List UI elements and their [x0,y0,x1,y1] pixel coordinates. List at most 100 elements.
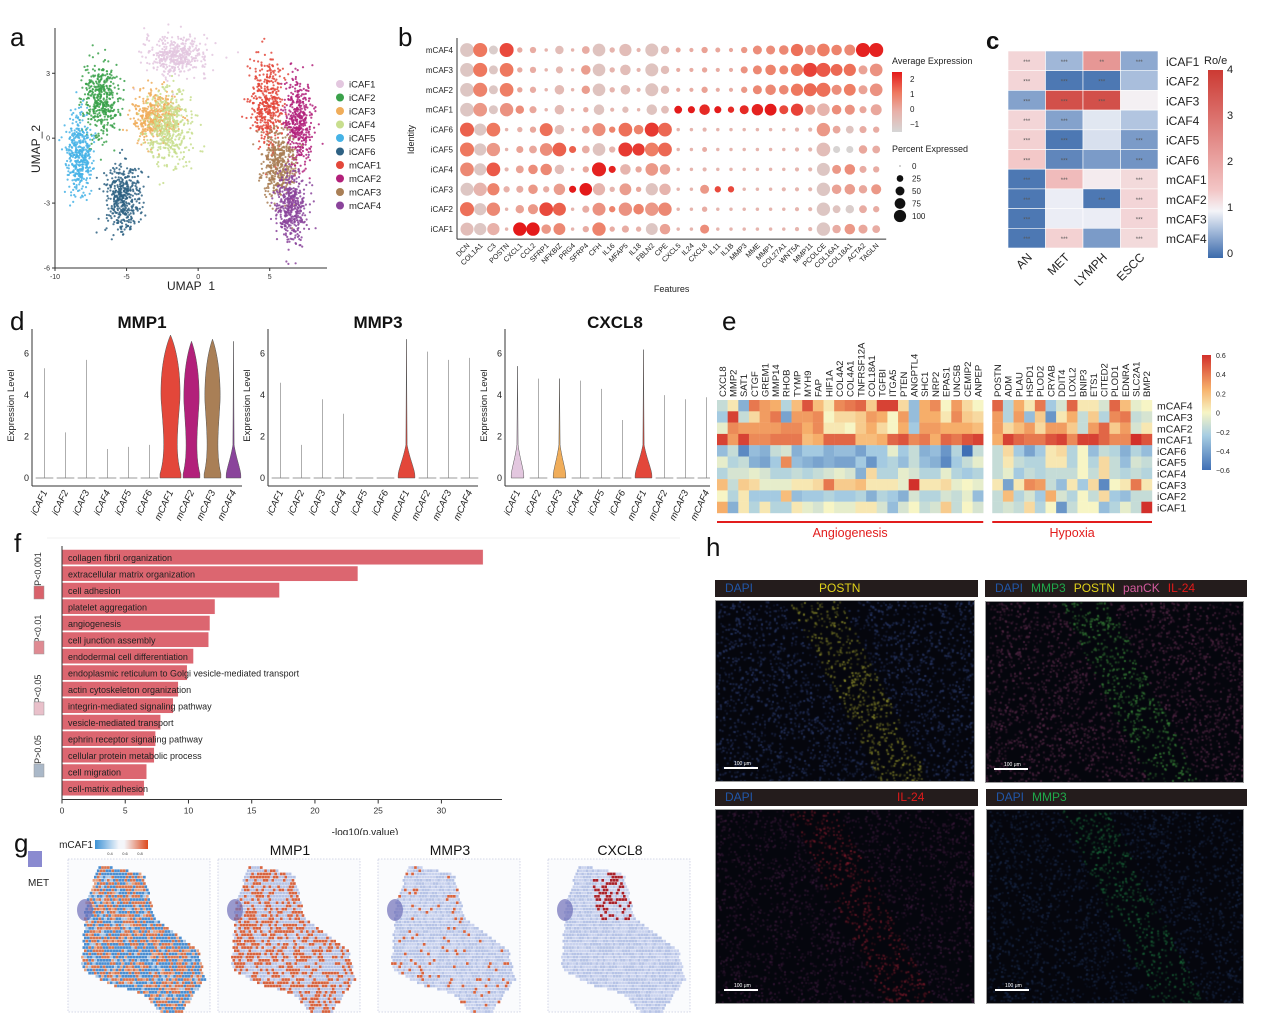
umap-point [287,97,290,101]
color-legend-title: Average Expression [892,56,972,66]
umap-point [156,149,159,152]
row-label: iCAF6 [431,126,454,135]
umap-point [268,109,271,112]
umap-point [272,171,276,175]
dot [660,45,670,55]
umap-point [288,148,292,151]
dot [581,125,590,134]
umap-point [296,145,299,148]
significance-label: *** [1023,198,1031,204]
umap-point [257,60,260,63]
umap-point [166,72,170,75]
umap-point [111,91,114,94]
umap-point [257,147,260,150]
legend-swatch [336,120,344,129]
umap-point [190,116,193,119]
umap-point [83,114,86,117]
umap-point [297,132,300,135]
umap-point [72,188,75,191]
roe-heatmap: *** *** ** *** iCAF1*** *** *** iCAF2*** *** *** i… [1007,50,1233,289]
umap-point [94,136,98,139]
umap-point [282,109,285,112]
umap-point [171,155,174,158]
dot [779,65,789,75]
umap-point [253,59,256,62]
heatmap-cell [834,501,845,514]
umap-point [116,196,119,199]
umap-point [147,120,150,123]
umap-point [282,174,285,177]
umap-point [153,125,157,128]
umap-point [204,77,207,80]
umap-point [76,160,79,163]
dot [474,143,487,156]
significance-label: *** [1136,158,1144,164]
umap-point [146,33,149,36]
dot [581,85,591,95]
umap-point [161,124,164,127]
umap-point [283,106,286,109]
umap-point [92,112,95,115]
umap-point [287,181,290,184]
umap-point [251,124,254,127]
dot [689,207,694,211]
umap-point [177,129,180,132]
dot [645,63,659,77]
umap-point [167,140,170,143]
umap-point [138,135,142,138]
umap-point [278,112,281,115]
dot [782,227,786,231]
umap-point [147,79,150,82]
row-label: iCAF5 [1166,134,1200,148]
umap-point [283,195,287,198]
umap-point [132,86,135,89]
dot [570,88,575,92]
umap-point [129,171,132,174]
umap-point [274,171,277,174]
umap-point [287,141,290,144]
dot [728,87,734,92]
umap-point [298,216,301,219]
umap-point [97,132,100,135]
umap-point [265,104,268,108]
umap-point [86,182,89,185]
umap-point [117,110,120,114]
umap-point [260,61,263,64]
umap-point [111,93,114,97]
dot [636,87,641,92]
umap-point [267,170,270,174]
umap-point [118,207,121,210]
dot [742,187,746,192]
umap-point [194,114,197,117]
heatmap-cell [780,422,792,435]
umap-point [285,148,288,151]
umap-point [74,143,77,146]
umap-point [289,211,292,214]
umap-point [149,103,152,106]
umap-point [272,169,275,172]
umap-point [94,99,97,102]
umap-point [177,114,180,117]
umap-point [175,152,178,155]
umap-point [291,70,294,73]
umap-point [265,94,268,97]
umap-point [178,147,181,150]
umap-point [124,188,127,191]
heatmap-cell [759,467,771,480]
umap-point [118,97,121,100]
umap-point [88,105,91,108]
dot [781,187,786,192]
dot [755,227,760,231]
umap-point [77,106,81,109]
umap-point [69,204,72,207]
violin-mCAF1 [159,334,182,479]
umap-point [109,171,112,174]
umap-point [280,108,283,111]
umap-point [269,114,272,117]
umap-point [123,209,126,212]
umap-point [282,152,285,155]
umap-point [289,62,292,66]
umap-point [129,225,132,228]
heatmap-cell [802,467,814,480]
dot [486,162,501,177]
